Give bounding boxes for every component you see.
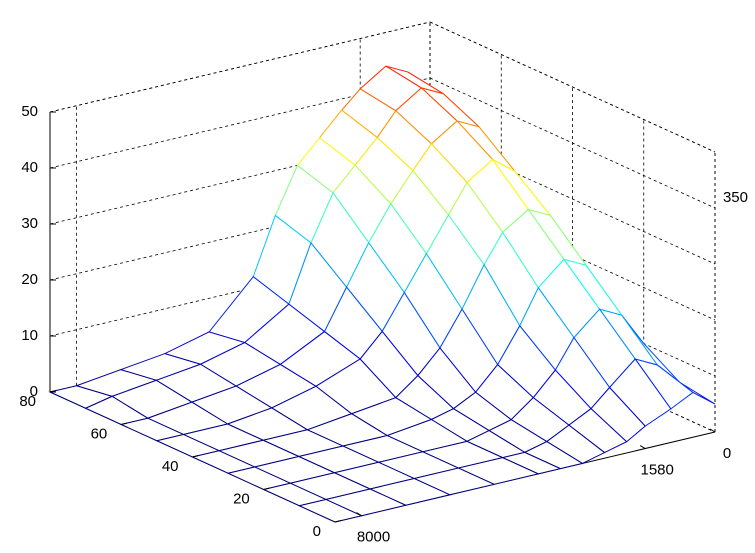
z-tick-label: 50 [21, 103, 38, 120]
z-tick-label: 40 [21, 159, 38, 176]
z-tick-label: 30 [21, 215, 38, 232]
mesh-cell [297, 498, 364, 523]
x-tick [639, 445, 646, 449]
x-tick-label: 8000 [357, 529, 390, 546]
y-tick [49, 390, 57, 393]
z-tick-label: 10 [21, 327, 38, 344]
y-tick [121, 422, 128, 425]
grid-line [429, 21, 716, 153]
x-tick [356, 512, 362, 517]
x-tick-label: 0 [723, 445, 731, 462]
y-tick [263, 487, 270, 490]
z-tick-label: 20 [21, 271, 38, 288]
y-tick [192, 455, 199, 458]
y-tick-label: 40 [162, 458, 179, 475]
annotation: 350 [723, 189, 748, 206]
y-tick-label: 0 [313, 523, 321, 540]
y-tick [334, 520, 342, 523]
z-tick-label: 0 [30, 383, 38, 400]
y-tick-label: 80 [19, 393, 36, 410]
x-tick-label: 1580 [640, 462, 673, 479]
y-tick-label: 60 [91, 425, 108, 442]
x-tick [709, 428, 716, 433]
grid-line [49, 21, 431, 113]
y-tick-label: 20 [233, 490, 250, 507]
